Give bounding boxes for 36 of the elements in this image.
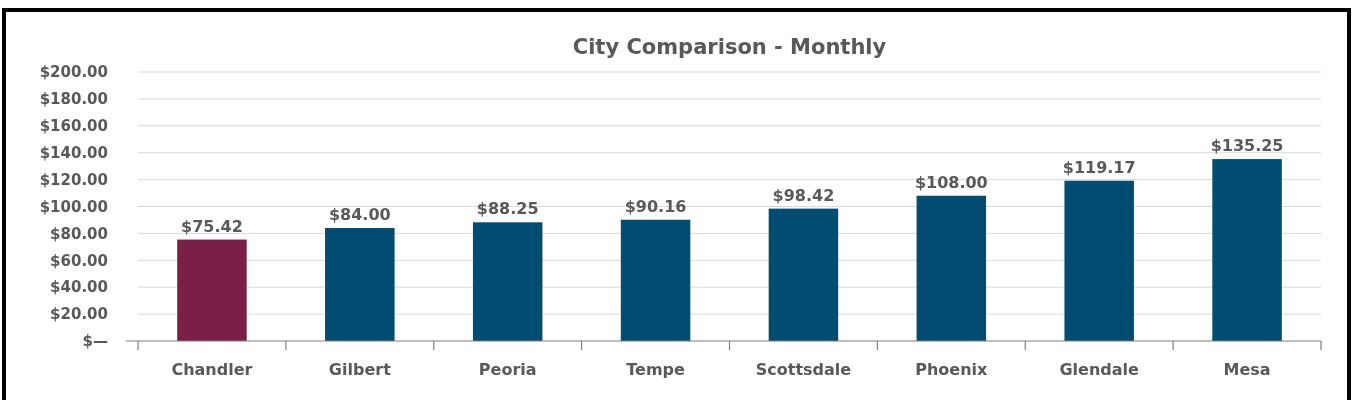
data-label: $108.00 — [914, 172, 988, 192]
x-tick-label: Chandler — [171, 360, 253, 379]
bar — [325, 228, 395, 341]
data-label: $135.25 — [1210, 136, 1284, 156]
data-label: $119.17 — [1062, 157, 1136, 177]
y-tick-label: $40.00 — [50, 278, 108, 297]
y-tick-label: $80.00 — [50, 224, 108, 243]
x-tick-label: Tempe — [626, 360, 686, 379]
y-tick-label: $100.00 — [39, 197, 108, 216]
data-label: $90.16 — [624, 196, 687, 216]
x-tick-label: Peoria — [478, 360, 537, 379]
y-tick-label: $200.00 — [39, 63, 108, 82]
bar — [916, 195, 987, 341]
bar — [472, 222, 543, 341]
x-tick-label: Scottsdale — [755, 360, 852, 379]
y-tick-label: $180.00 — [39, 90, 108, 109]
y-tick-label: $140.00 — [39, 143, 108, 162]
data-label: $88.25 — [476, 199, 539, 219]
bar — [1064, 180, 1134, 341]
chart-title: City Comparison - Monthly — [572, 35, 887, 59]
x-tick-label: Phoenix — [915, 360, 989, 379]
x-tick-label: Mesa — [1223, 360, 1271, 379]
bar — [1212, 159, 1282, 341]
x-tick-label: Gilbert — [328, 360, 392, 379]
y-tick-label: $160.00 — [39, 117, 108, 136]
y-tick-label: $120.00 — [39, 170, 108, 189]
bar — [620, 219, 691, 341]
bar — [177, 239, 247, 341]
y-tick-label: $— — [82, 332, 108, 351]
x-tick-label: Glendale — [1059, 360, 1140, 379]
y-tick-label: $20.00 — [50, 305, 108, 324]
data-label: $84.00 — [328, 205, 391, 225]
data-label: $75.42 — [181, 216, 243, 236]
data-label: $98.42 — [772, 185, 835, 205]
bar — [768, 208, 839, 341]
y-tick-label: $60.00 — [50, 251, 108, 270]
